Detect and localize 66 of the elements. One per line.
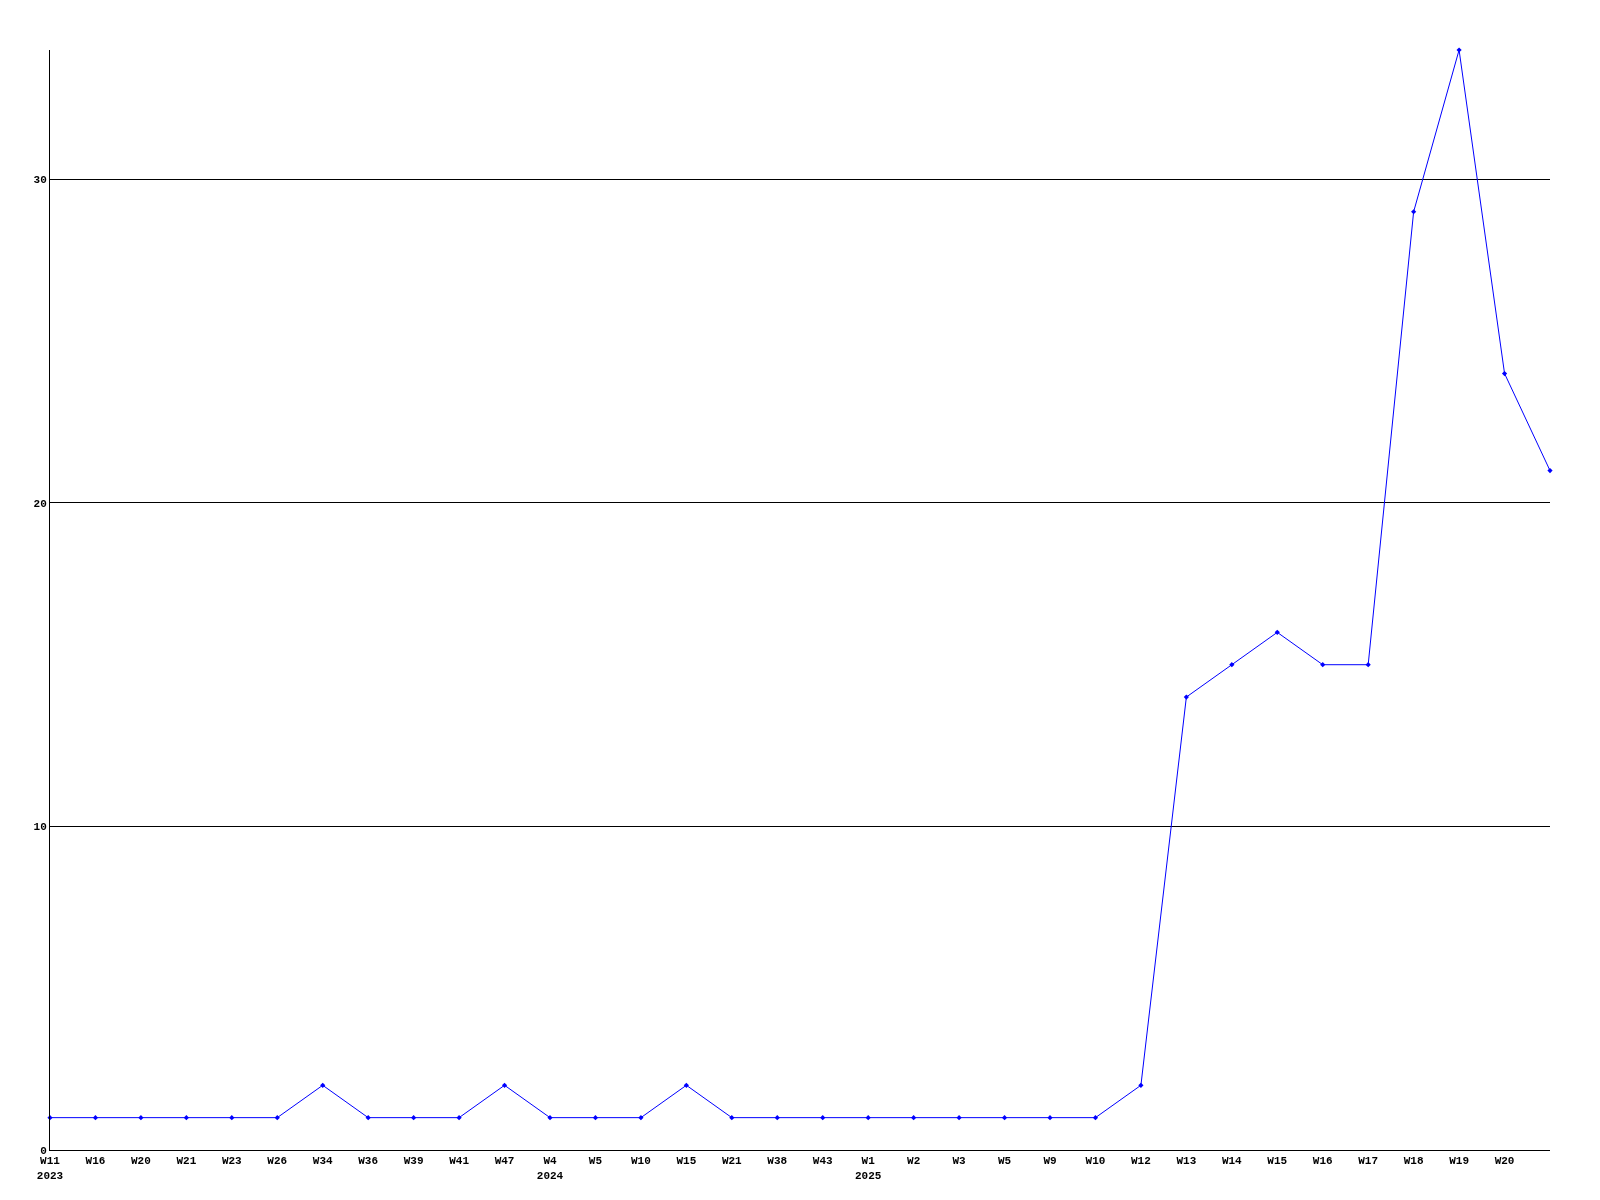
point: [911, 1115, 917, 1121]
x-tick-label: W39: [403, 1155, 424, 1168]
x-tick-label: W9: [1043, 1155, 1057, 1168]
point: [1229, 662, 1235, 668]
x-tick-label: W5: [997, 1155, 1012, 1168]
point: [92, 1115, 99, 1121]
y-tick-label: 10: [33, 821, 47, 834]
x-tick-label: W15: [1267, 1155, 1288, 1168]
point: [1547, 467, 1553, 474]
x-tick-label: W10: [631, 1155, 651, 1168]
point: [183, 1115, 189, 1121]
x-tick-label: W14: [1221, 1155, 1243, 1168]
x-tick-label: W43: [812, 1155, 834, 1168]
x-tick-label: W10: [1085, 1155, 1106, 1168]
point: [956, 1115, 962, 1121]
x-tick-label: W26: [267, 1155, 288, 1168]
point: [1092, 1115, 1099, 1121]
x-tick-label: W11 2023: [36, 1155, 64, 1182]
y-tick-label: 30: [33, 174, 47, 187]
x-tick-label: W17: [1358, 1155, 1379, 1168]
point: [1183, 694, 1189, 700]
x-tick-label: W21: [176, 1155, 197, 1168]
point: [774, 1115, 780, 1121]
point: [138, 1115, 144, 1121]
point: [365, 1115, 371, 1121]
x-tick-label: W15: [676, 1155, 697, 1168]
point: [1001, 1115, 1008, 1121]
x-tick-label: W21: [721, 1155, 743, 1168]
x-tick-label: W3: [952, 1155, 967, 1168]
point: [229, 1115, 235, 1121]
x-tick-label: W20: [131, 1155, 151, 1168]
point: [592, 1115, 599, 1121]
x-tick-label: W5: [588, 1155, 603, 1168]
point: [1501, 370, 1508, 377]
x-tick-label: W20: [1494, 1155, 1515, 1168]
point: [274, 1115, 280, 1121]
x-tick-label: W18: [1403, 1155, 1424, 1168]
point: [1320, 662, 1326, 668]
x-tick-label: W16: [1312, 1155, 1333, 1168]
x-tick-label: W4 2024: [536, 1155, 564, 1182]
point: [1274, 629, 1280, 635]
x-tick-label: W13: [1176, 1155, 1197, 1168]
x-tick-label: W34: [312, 1155, 334, 1168]
point: [1411, 209, 1417, 215]
point: [456, 1115, 462, 1121]
point: [411, 1115, 417, 1121]
point: [820, 1115, 826, 1121]
x-tick-label: W12: [1131, 1155, 1151, 1168]
point: [638, 1115, 644, 1121]
point: [729, 1115, 735, 1121]
point: [683, 1082, 689, 1088]
point: [865, 1115, 871, 1121]
point: [501, 1082, 508, 1088]
x-tick-label: W41: [449, 1155, 470, 1168]
x-tick-label: W23: [221, 1155, 243, 1168]
x-tick-label: W47: [494, 1155, 515, 1168]
x-tick-label: W19: [1449, 1155, 1469, 1168]
x-tick-label: W36: [358, 1155, 379, 1168]
x-tick-label: W38: [767, 1155, 788, 1168]
x-tick-label: W2: [907, 1155, 921, 1168]
y-tick-label: 20: [33, 497, 47, 510]
x-tick-label: W1 2025: [854, 1155, 882, 1182]
y-tick-label: 0: [40, 1144, 47, 1157]
x-tick-label: W16: [85, 1155, 106, 1168]
point: [320, 1082, 326, 1088]
point: [1365, 662, 1371, 668]
